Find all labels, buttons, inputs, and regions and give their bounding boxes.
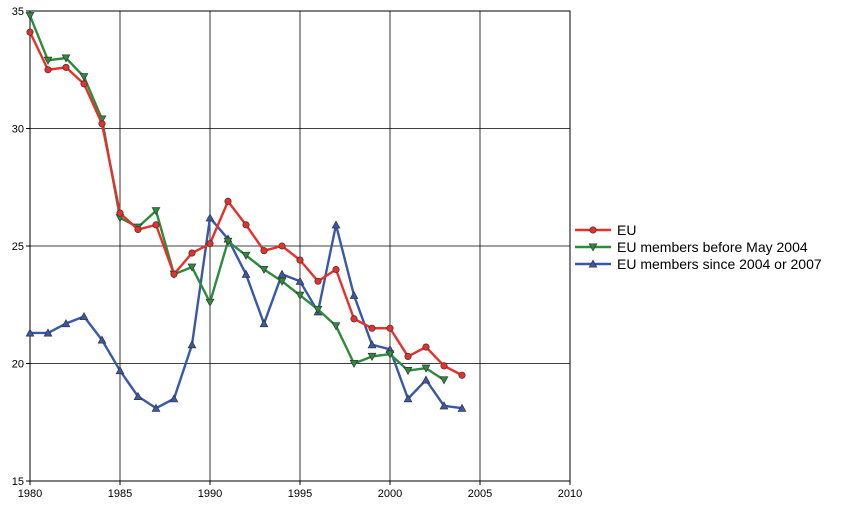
legend-item: EU members since 2004 or 2007 — [575, 256, 822, 272]
x-tick-label: 2010 — [558, 488, 582, 500]
data-point — [26, 28, 34, 36]
data-point — [241, 269, 251, 278]
data-point — [152, 221, 160, 229]
series-line — [28, 15, 445, 381]
data-point — [439, 401, 449, 410]
y-tick-label: 25 — [12, 241, 24, 253]
data-point — [260, 247, 268, 255]
data-point — [151, 207, 161, 216]
y-tick-label: 35 — [12, 6, 24, 18]
x-tick-label: 2000 — [378, 488, 402, 500]
data-point — [98, 120, 106, 128]
data-point — [403, 394, 413, 403]
data-point — [170, 270, 178, 278]
data-point — [116, 209, 124, 217]
legend-marker — [588, 243, 598, 252]
data-point — [368, 324, 376, 332]
data-point — [403, 367, 413, 376]
data-point — [80, 80, 88, 88]
data-point — [404, 352, 412, 361]
data-point — [313, 305, 323, 314]
data-point — [349, 359, 359, 369]
data-point — [314, 277, 322, 285]
data-point — [277, 269, 287, 278]
data-point — [349, 290, 359, 299]
legend-label: EU members before May 2004 — [617, 239, 808, 255]
data-point — [115, 366, 125, 375]
data-point — [277, 277, 287, 286]
y-tick-label: 20 — [12, 359, 24, 371]
data-point — [241, 251, 251, 260]
data-point — [43, 328, 53, 337]
data-point — [187, 263, 197, 272]
data-point — [205, 213, 215, 222]
data-point — [44, 66, 52, 74]
data-point — [62, 63, 70, 71]
x-tick-label: 1995 — [288, 488, 312, 500]
data-point — [278, 242, 286, 250]
data-point — [206, 240, 214, 248]
data-point — [224, 197, 232, 205]
data-point — [205, 298, 215, 307]
data-point — [367, 352, 377, 361]
data-point — [223, 237, 233, 246]
legend-marker — [589, 226, 597, 234]
data-point — [242, 221, 250, 229]
x-tick-label: 1980 — [18, 488, 42, 500]
data-point — [43, 56, 53, 65]
data-point — [331, 322, 341, 331]
axis-tick-labels: 1980 1985 1990 1995 2000 2005 2010 15 20 25 30 35 — [12, 6, 582, 500]
data-point — [134, 226, 142, 234]
data-point — [187, 340, 197, 349]
series-lines — [25, 12, 467, 412]
data-point — [133, 391, 143, 400]
data-point — [367, 340, 377, 349]
grid-lines — [29, 10, 571, 482]
y-tick-label: 15 — [12, 476, 24, 488]
data-point — [439, 376, 449, 385]
series-line — [28, 31, 463, 377]
legend-item: EU — [575, 222, 636, 238]
data-point — [61, 319, 71, 328]
x-tick-label: 2005 — [468, 488, 492, 500]
data-point — [332, 265, 340, 274]
data-point — [295, 276, 305, 285]
data-point — [259, 265, 269, 275]
data-point — [25, 12, 35, 21]
data-point — [296, 256, 304, 264]
data-point — [295, 291, 305, 300]
legend-item: EU members before May 2004 — [575, 239, 808, 255]
data-point — [331, 220, 341, 229]
data-point — [386, 324, 394, 332]
series-2 — [25, 213, 467, 412]
legend-marker — [588, 259, 598, 268]
data-point — [25, 328, 35, 337]
data-point — [385, 350, 395, 359]
data-point — [79, 311, 89, 321]
series-0 — [26, 28, 466, 379]
data-point — [422, 343, 430, 351]
data-point — [188, 249, 196, 257]
y-tick-label: 30 — [12, 124, 24, 136]
data-point — [457, 403, 467, 412]
data-point — [259, 319, 269, 328]
data-point — [151, 403, 161, 412]
data-point — [169, 394, 179, 403]
data-point — [458, 371, 466, 379]
data-point — [421, 364, 431, 373]
data-point — [61, 54, 71, 63]
x-tick-label: 1990 — [198, 488, 222, 500]
data-point — [97, 335, 107, 344]
x-tick-label: 1985 — [108, 488, 132, 500]
data-point — [440, 362, 448, 370]
data-point — [350, 315, 358, 323]
legend-label: EU members since 2004 or 2007 — [617, 256, 822, 272]
data-point — [421, 375, 431, 384]
legend-label: EU — [617, 222, 636, 238]
data-point — [79, 73, 89, 82]
